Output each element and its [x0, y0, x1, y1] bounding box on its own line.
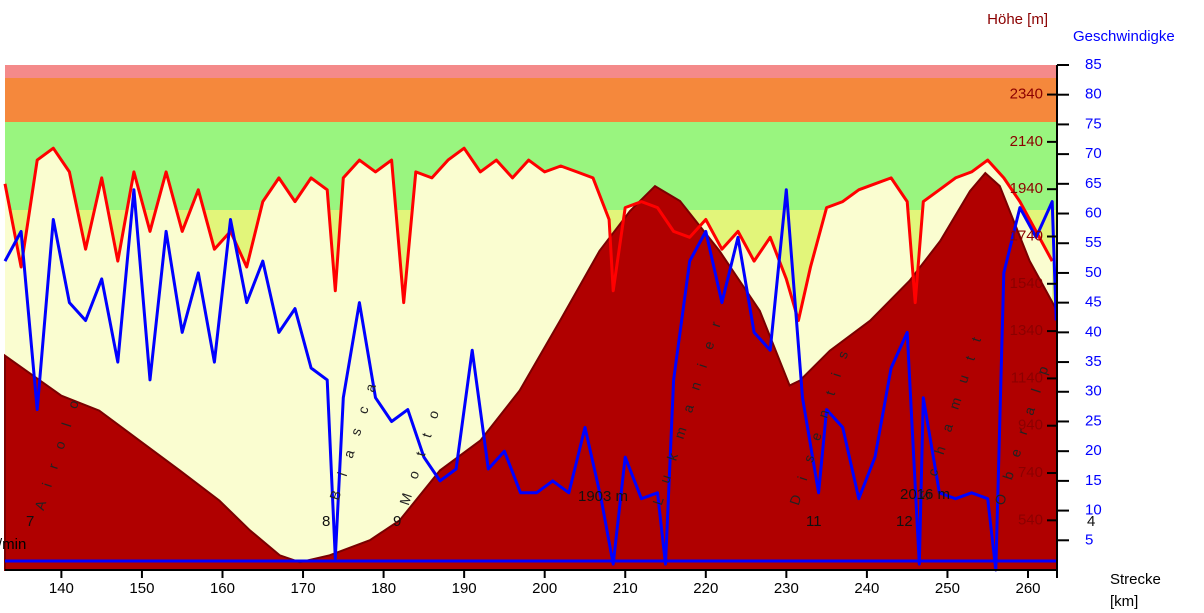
y-tick-label: 740	[1018, 464, 1043, 481]
annotation: 1903 m	[578, 488, 628, 505]
y-tick-label: 2340	[1010, 86, 1043, 103]
x-axis-label: Strecke [km]	[1110, 571, 1161, 610]
y-tick-label: 1140	[1011, 369, 1043, 386]
y-tick-label: 540	[1018, 511, 1043, 528]
x-tick-label: 240	[854, 580, 879, 597]
series-line	[3, 146, 1054, 322]
y-tick-label: 1340	[1010, 322, 1043, 339]
x-tick-label: 230	[774, 580, 799, 597]
y-tick-label: 1540	[1010, 275, 1043, 292]
annotation: 9	[393, 513, 401, 530]
y2-tick-label: 60	[1085, 204, 1102, 221]
x-tick-label: 200	[532, 580, 557, 597]
annotation: 11	[806, 513, 822, 530]
y-tick-label: 1740	[1010, 227, 1043, 244]
y2-tick-label: 55	[1085, 234, 1102, 251]
annotation: 7	[26, 513, 34, 530]
y2-tick-label: 45	[1085, 294, 1102, 311]
y2-tick-label: 70	[1085, 145, 1102, 162]
y2-tick-label: 40	[1085, 323, 1102, 340]
y-tick-label: 940	[1018, 417, 1043, 434]
y2-tick-label: 5	[1085, 531, 1093, 548]
zone-band	[5, 65, 1057, 78]
x-tick-label: 140	[49, 580, 74, 597]
y2-tick-label: 20	[1085, 442, 1102, 459]
y2-tick-label: 80	[1085, 86, 1102, 103]
plot	[3, 146, 1058, 572]
annotation: 2016 m	[900, 486, 950, 503]
x-tick-label: 150	[129, 580, 154, 597]
annotation: 4	[1087, 513, 1095, 530]
y2-tick-label: 25	[1085, 412, 1102, 429]
zone-band	[5, 78, 1057, 122]
x-tick-label: 180	[371, 580, 396, 597]
annotation: 8	[322, 513, 330, 530]
x-tick-label: 160	[210, 580, 235, 597]
x-tick-label: 190	[452, 580, 477, 597]
y2-tick-label: 10	[1085, 502, 1102, 519]
y2-tick-label: 35	[1085, 353, 1102, 370]
y2-tick-label: 85	[1085, 56, 1102, 73]
y2-tick-label: 30	[1085, 383, 1102, 400]
y2-tick-label: 50	[1085, 264, 1102, 281]
x-tick-label: 210	[613, 580, 638, 597]
elevation-area	[4, 171, 1058, 571]
y2-tick-label: 65	[1085, 175, 1102, 192]
annotation: 12	[896, 513, 913, 530]
y-axis-label: Höhe [m]	[987, 11, 1048, 28]
x-tick-label: 170	[291, 580, 316, 597]
y2-axis-label: Geschwindigke	[1073, 28, 1175, 45]
x-axis-label-line: [km]	[1110, 593, 1138, 610]
y-tick-label: 2140	[1010, 133, 1043, 150]
x-tick-label: 250	[935, 580, 960, 597]
x-axis-label-line: Strecke	[1110, 571, 1161, 588]
side-label: /min	[0, 536, 26, 553]
y-tick-label: 1940	[1010, 180, 1043, 197]
x-tick-label: 220	[693, 580, 718, 597]
y2-tick-label: 75	[1085, 115, 1102, 132]
y2-tick-label: 15	[1085, 472, 1102, 489]
x-tick-label: 260	[1015, 580, 1040, 597]
series-line	[3, 188, 1058, 572]
